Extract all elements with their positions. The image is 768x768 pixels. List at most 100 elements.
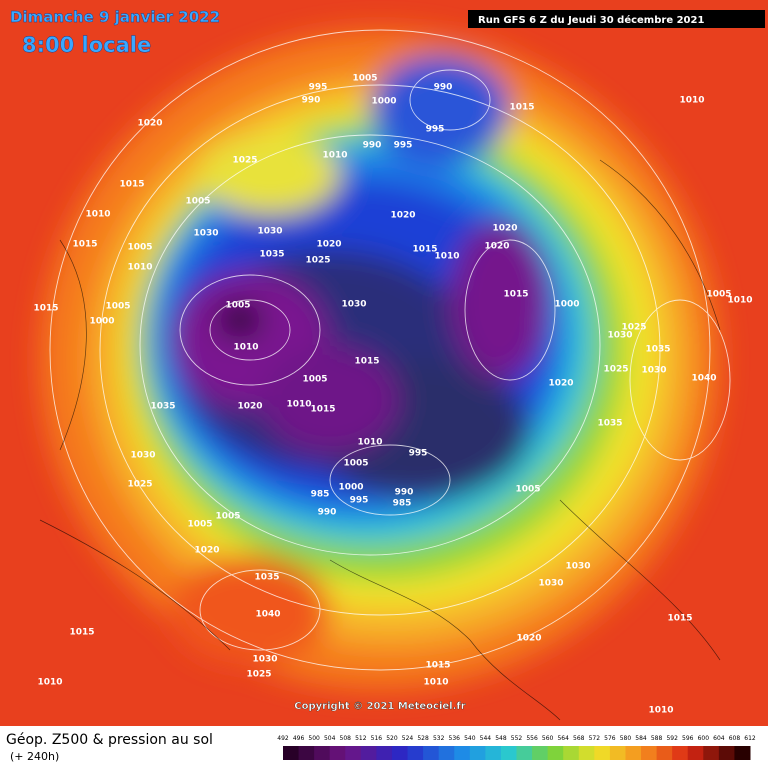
legend-swatch: [376, 746, 393, 760]
legend-swatch: [516, 746, 533, 760]
pressure-label: 995: [409, 449, 428, 459]
legend-label: 508: [340, 735, 352, 742]
pressure-label: 1005: [225, 301, 250, 311]
pressure-label: 1035: [150, 402, 175, 412]
legend-label: 540: [464, 735, 476, 742]
footer-title: Géop. Z500 & pression au sol: [6, 732, 213, 748]
pressure-label: 1020: [548, 379, 573, 389]
pressure-label: 985: [311, 490, 330, 500]
pressure-label: 995: [350, 496, 369, 506]
pressure-label: 1035: [645, 345, 670, 355]
pressure-label: 1030: [193, 229, 218, 239]
pressure-label: 1015: [310, 405, 335, 415]
pressure-label: 1015: [509, 103, 534, 113]
legend-label: 596: [682, 735, 694, 742]
pressure-label: 1030: [130, 451, 155, 461]
legend-swatch: [469, 746, 486, 760]
pressure-label: 1010: [434, 252, 459, 262]
pressure-label: 1010: [322, 151, 347, 161]
pressure-label: 1010: [679, 96, 704, 106]
pressure-label: 1040: [255, 610, 280, 620]
pressure-label: 1015: [425, 661, 450, 671]
legend-label: 512: [355, 735, 367, 742]
pressure-label: 1030: [565, 562, 590, 572]
legend-label: 520: [386, 735, 398, 742]
title: Dimanche 9 janvier 2022: [10, 8, 220, 26]
pressure-label: 1030: [257, 227, 282, 237]
coastlines: [39, 159, 721, 721]
legend-swatch: [298, 746, 315, 760]
pressure-label: 1030: [538, 579, 563, 589]
legend-swatch: [345, 746, 362, 760]
pressure-label: 1020: [194, 546, 219, 556]
pressure-label: 1010: [233, 343, 258, 353]
pressure-label: 1025: [305, 256, 330, 266]
pressure-label: 1005: [515, 485, 540, 495]
legend-label: 524: [402, 735, 414, 742]
legend-swatch: [314, 746, 331, 760]
pressure-label: 1015: [354, 357, 379, 367]
pressure-label: 1025: [246, 670, 271, 680]
pressure-label: 1000: [554, 300, 579, 310]
pressure-label: 1030: [607, 331, 632, 341]
pressure-label: 995: [426, 125, 445, 135]
pressure-label: 1040: [691, 374, 716, 384]
run-info: Run GFS 6 Z du Jeudi 30 décembre 2021: [478, 14, 704, 26]
legend-label: 496: [293, 735, 305, 742]
pressure-label: 1035: [259, 250, 284, 260]
legend-swatch: [656, 746, 673, 760]
height-field: [40, 30, 720, 690]
legend-label: 580: [620, 735, 632, 742]
pressure-label: 1010: [423, 678, 448, 688]
pressure-label: 1000: [371, 97, 396, 107]
pressure-label: 1005: [185, 197, 210, 207]
legend-swatch: [625, 746, 642, 760]
pressure-label: 1010: [727, 296, 752, 306]
legend-swatch: [329, 746, 346, 760]
pressure-label: 1000: [338, 483, 363, 493]
pressure-label: 1010: [648, 706, 673, 716]
legend-label: 608: [729, 735, 741, 742]
pressure-label: 1025: [621, 323, 646, 333]
pressure-label: 1005: [706, 290, 731, 300]
legend-label: 492: [277, 735, 289, 742]
legend-label: 500: [308, 735, 320, 742]
legend-swatch: [407, 746, 424, 760]
pressure-label: 1020: [516, 634, 541, 644]
pressure-label: 1015: [119, 180, 144, 190]
legend-swatch: [609, 746, 626, 760]
legend-label: 592: [666, 735, 678, 742]
pressure-label: 1010: [127, 263, 152, 273]
pressure-label: 1000: [89, 317, 114, 327]
legend-swatch: [423, 746, 440, 760]
legend-label: 584: [635, 735, 647, 742]
pressure-label: 1005: [127, 243, 152, 253]
pressure-label: 1025: [603, 365, 628, 375]
legend-swatch: [718, 746, 735, 760]
legend-label: 504: [324, 735, 336, 742]
legend-swatch: [360, 746, 377, 760]
legend-label: 604: [713, 735, 725, 742]
pressure-label: 1010: [357, 438, 382, 448]
pressure-label: 1005: [215, 512, 240, 522]
pressure-label: 1030: [252, 655, 277, 665]
legend-swatch: [532, 746, 549, 760]
pressure-label: 995: [394, 141, 413, 151]
pressure-label: 1020: [484, 242, 509, 252]
isobars: [49, 29, 731, 671]
pressure-label: 990: [363, 141, 382, 151]
legend-label: 576: [604, 735, 616, 742]
pressure-label: 1005: [302, 375, 327, 385]
legend-swatch: [547, 746, 564, 760]
pressure-label: 1020: [237, 402, 262, 412]
copyright: Copyright © 2021 Meteociel.fr: [294, 701, 465, 712]
legend-label: 544: [480, 735, 492, 742]
legend-label: 600: [698, 735, 710, 742]
pressure-label: 990: [395, 488, 414, 498]
footer-lead: (+ 240h): [10, 750, 59, 763]
pressure-label: 1015: [69, 628, 94, 638]
pressure-label: 985: [393, 499, 412, 509]
pressure-label: 1020: [137, 119, 162, 129]
